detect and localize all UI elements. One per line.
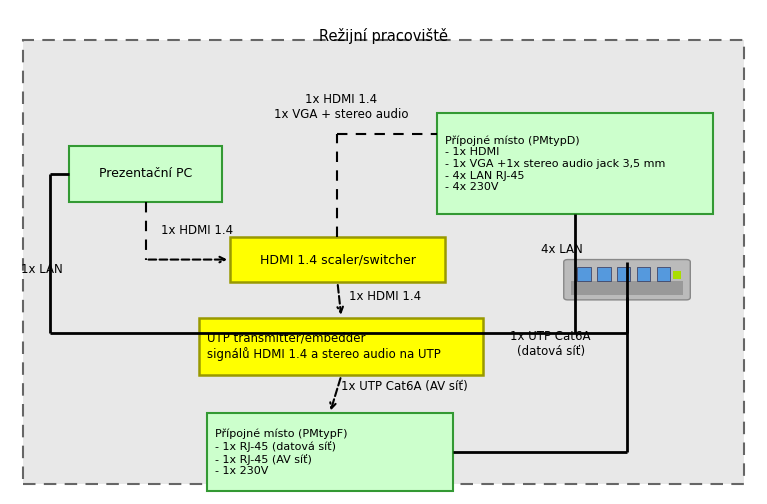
FancyBboxPatch shape	[617, 267, 630, 281]
FancyBboxPatch shape	[577, 267, 591, 281]
Text: 1x HDMI 1.4: 1x HDMI 1.4	[349, 290, 421, 303]
Text: Režijní pracoviště: Režijní pracoviště	[319, 28, 448, 44]
FancyBboxPatch shape	[207, 413, 453, 491]
Text: 1x HDMI 1.4
1x VGA + stereo audio: 1x HDMI 1.4 1x VGA + stereo audio	[274, 93, 409, 121]
Text: 1x UTP Cat6A (AV síť): 1x UTP Cat6A (AV síť)	[341, 380, 468, 393]
FancyBboxPatch shape	[199, 318, 483, 375]
Text: HDMI 1.4 scaler/switcher: HDMI 1.4 scaler/switcher	[259, 253, 416, 266]
FancyBboxPatch shape	[230, 237, 445, 282]
Text: 1x LAN: 1x LAN	[21, 263, 63, 276]
FancyBboxPatch shape	[637, 267, 650, 281]
FancyBboxPatch shape	[23, 40, 744, 484]
FancyBboxPatch shape	[597, 267, 611, 281]
FancyBboxPatch shape	[571, 281, 683, 295]
Text: 4x LAN: 4x LAN	[541, 243, 582, 256]
FancyBboxPatch shape	[657, 267, 670, 281]
Bar	[673, 271, 681, 279]
FancyBboxPatch shape	[69, 146, 222, 202]
Text: Prezentační PC: Prezentační PC	[99, 167, 193, 180]
FancyBboxPatch shape	[564, 260, 690, 300]
Text: 1x UTP Cat6A
(datová síť): 1x UTP Cat6A (datová síť)	[511, 330, 591, 358]
Text: UTP transmitter/embedder
signálů HDMI 1.4 a stereo audio na UTP: UTP transmitter/embedder signálů HDMI 1.…	[207, 332, 441, 361]
Text: Přípojné místo (PMtypD)
- 1x HDMI
- 1x VGA +1x stereo audio jack 3,5 mm
- 4x LAN: Přípojné místo (PMtypD) - 1x HDMI - 1x V…	[445, 136, 665, 192]
Text: 1x HDMI 1.4: 1x HDMI 1.4	[161, 224, 233, 237]
Text: Přípojné místo (PMtypF)
- 1x RJ-45 (datová síť)
- 1x RJ-45 (AV síť)
- 1x 230V: Přípojné místo (PMtypF) - 1x RJ-45 (dato…	[215, 428, 347, 476]
FancyBboxPatch shape	[437, 113, 713, 214]
